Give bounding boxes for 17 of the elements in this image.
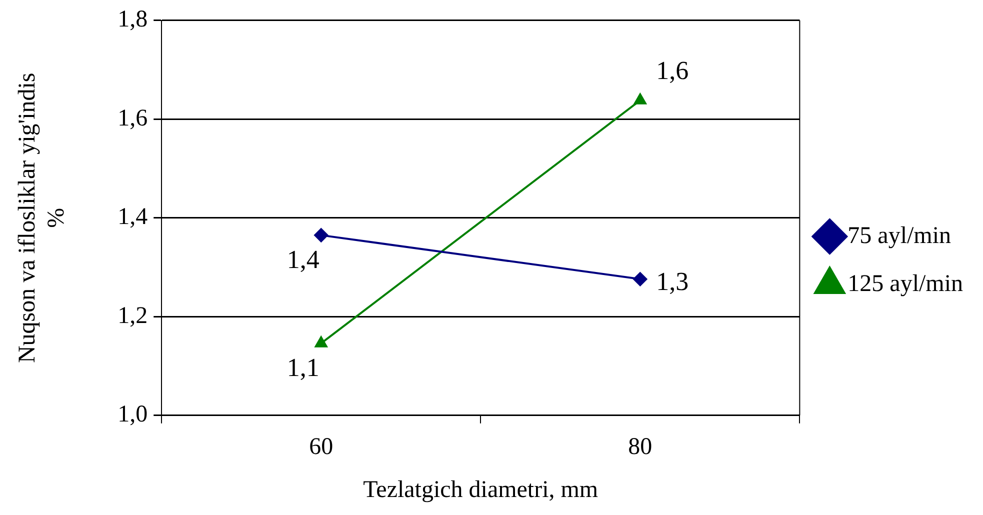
x-tick-label: 80	[628, 434, 652, 460]
x-axis-title: Tezlatgich diametri, mm	[363, 476, 598, 503]
y-tick-label: 1,0	[118, 402, 148, 428]
legend-label: 75 ayl/min	[848, 222, 952, 249]
y-tick-label: 1,8	[118, 6, 148, 33]
y-axis-title: Nuqson va iflosliklar yig'indis %	[14, 72, 70, 364]
data-label: 1,3	[656, 266, 689, 296]
legend-label: 125 ayl/min	[848, 270, 964, 297]
y-tick-label: 1,6	[118, 105, 148, 132]
y-tick-label: 1,4	[118, 204, 148, 230]
data-label: 1,4	[286, 245, 320, 274]
data-label: 1,1	[286, 353, 320, 382]
x-tick-label: 60	[309, 434, 334, 460]
point	[633, 272, 648, 286]
point	[314, 228, 328, 242]
data-label: 1,6	[656, 56, 689, 86]
y-tick-label: 1,2	[118, 302, 148, 329]
